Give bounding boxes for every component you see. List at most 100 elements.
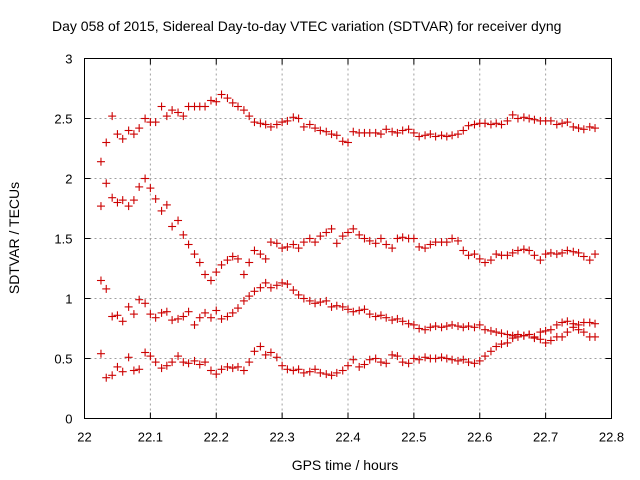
- data-point: [174, 216, 183, 225]
- data-point: [388, 127, 397, 136]
- data-point: [382, 240, 391, 249]
- data-point: [201, 308, 210, 317]
- data-point: [118, 134, 127, 143]
- data-point: [579, 328, 588, 337]
- data-point: [365, 310, 374, 319]
- data-point: [376, 358, 385, 367]
- data-point: [585, 256, 594, 265]
- series-bottom: [96, 323, 600, 382]
- series-upper-middle: [96, 174, 600, 285]
- data-point: [382, 313, 391, 322]
- data-point: [454, 322, 463, 331]
- data-point: [245, 112, 254, 121]
- data-point: [497, 329, 506, 338]
- data-point: [344, 138, 352, 147]
- data-point: [409, 354, 418, 363]
- data-point: [552, 250, 561, 259]
- data-point: [141, 348, 150, 357]
- data-point: [376, 130, 385, 139]
- data-point: [525, 246, 534, 255]
- data-point: [233, 102, 242, 111]
- data-point: [256, 283, 265, 292]
- data-point: [530, 334, 539, 343]
- data-point: [305, 234, 314, 243]
- data-point: [563, 317, 572, 326]
- data-point: [360, 305, 369, 314]
- data-point: [398, 233, 407, 242]
- data-point: [266, 348, 275, 357]
- data-point: [272, 239, 281, 248]
- data-point: [579, 125, 588, 134]
- data-point: [492, 342, 501, 351]
- data-point: [503, 330, 512, 339]
- data-point: [168, 358, 177, 367]
- data-point: [470, 359, 479, 368]
- data-point: [201, 270, 210, 279]
- data-point: [349, 224, 358, 233]
- data-point: [459, 323, 468, 332]
- data-point: [141, 299, 150, 308]
- data-point: [558, 332, 567, 341]
- data-point: [481, 352, 490, 361]
- data-point: [168, 222, 177, 231]
- x-tick-label: 22.3: [269, 430, 294, 445]
- data-point: [294, 244, 303, 253]
- data-point: [426, 130, 435, 139]
- data-point: [168, 106, 177, 115]
- data-point: [415, 242, 424, 251]
- data-point: [398, 358, 407, 367]
- data-point: [365, 236, 374, 245]
- data-point: [349, 127, 358, 136]
- data-point: [146, 184, 155, 193]
- data-point: [409, 234, 418, 243]
- data-point: [431, 132, 440, 141]
- data-point: [409, 128, 418, 137]
- data-point: [266, 283, 275, 292]
- data-point: [322, 296, 331, 305]
- data-point: [228, 252, 237, 261]
- data-point: [437, 323, 446, 332]
- data-point: [536, 256, 545, 265]
- x-tick-label: 22.7: [533, 430, 558, 445]
- data-point: [497, 120, 506, 129]
- data-point: [311, 124, 320, 133]
- data-point: [283, 116, 292, 125]
- data-point: [448, 320, 457, 329]
- data-point: [558, 318, 567, 327]
- data-point: [338, 137, 347, 146]
- data-point: [223, 312, 232, 321]
- data-point: [174, 314, 183, 323]
- data-point: [574, 248, 583, 257]
- y-tick-label: 0: [65, 412, 72, 427]
- data-point: [299, 368, 308, 377]
- data-point: [146, 310, 155, 319]
- data-point: [409, 320, 418, 329]
- data-point: [459, 355, 468, 364]
- data-point: [217, 365, 226, 374]
- data-point: [398, 126, 407, 135]
- data-point: [256, 342, 265, 351]
- y-tick-label: 2.5: [54, 112, 72, 127]
- data-point: [289, 366, 298, 375]
- data-point: [415, 324, 424, 333]
- data-point: [355, 306, 364, 315]
- data-point: [426, 240, 435, 249]
- data-point: [190, 320, 199, 329]
- data-point: [398, 317, 407, 326]
- data-point: [371, 354, 380, 363]
- series-lower-middle: [96, 276, 600, 341]
- data-point: [448, 131, 457, 140]
- data-point: [327, 130, 336, 139]
- data-point: [530, 251, 539, 260]
- data-point: [305, 367, 314, 376]
- data-point: [124, 302, 133, 311]
- data-point: [332, 368, 341, 377]
- data-point: [536, 335, 545, 344]
- data-point: [475, 356, 484, 365]
- data-point: [421, 131, 430, 140]
- x-tick-label: 22.1: [138, 430, 163, 445]
- data-point: [563, 118, 572, 127]
- data-point: [365, 355, 374, 364]
- data-point: [108, 112, 117, 121]
- data-point: [404, 359, 413, 368]
